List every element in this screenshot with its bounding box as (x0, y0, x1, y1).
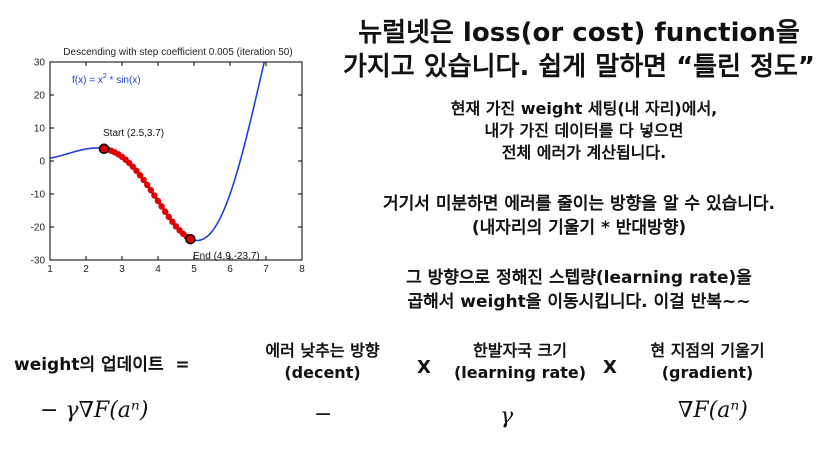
paragraph-3-line-1: 그 방향으로 정해진 스텝량(learning rate)을 (406, 268, 752, 288)
end-label: End (4.9,-23.7) (193, 251, 260, 262)
paragraph-2-line-1: 거기서 미분하면 에러를 줄이는 방향을 알 수 있습니다. (383, 194, 775, 214)
descent-point (165, 213, 172, 221)
paragraph-1-line-3: 전체 에러가 계산됩니다. (501, 143, 667, 162)
descent-point (144, 181, 151, 189)
math-gamma: γ (500, 404, 514, 429)
y-tick-label: -10 (31, 190, 46, 201)
math-gradient: ∇F(aⁿ) (678, 398, 748, 423)
plot-frame (49, 61, 303, 261)
x-tick-label: 4 (155, 264, 161, 275)
update-label: weight의 업데이트 = (14, 355, 190, 375)
y-tick-label: -20 (31, 223, 46, 234)
descent-point (151, 192, 158, 199)
x-tick-label: 3 (119, 264, 125, 275)
title-line-2: 가지고 있습니다. 쉽게 말하면 “틀린 정도” (342, 52, 816, 82)
times-sign-1: X (417, 357, 431, 378)
term-step-line-1: 한발자국 크기 (473, 341, 567, 360)
formula-label: f(x) = x2 * sin(x) (72, 73, 141, 86)
gradient-descent-plot: Descending with step coefficient 0.005 (… (31, 47, 306, 275)
plot-title: Descending with step coefficient 0.005 (… (63, 47, 292, 58)
x-tick-label: 2 (83, 264, 89, 275)
x-tick-label: 8 (299, 264, 305, 275)
term-step-line-2: (learning rate) (453, 363, 587, 382)
y-tick-label: 10 (34, 124, 46, 135)
paragraph-1: 현재 가진 weight 세팅(내 자리)에서, 내가 가진 데이터를 다 넣으… (360, 98, 808, 164)
descent-point (154, 197, 162, 205)
paragraph-3: 그 방향으로 정해진 스텝량(learning rate)을 곱해서 weigh… (318, 266, 840, 314)
paragraph-3-line-2: 곱해서 weight을 이동시킵니다. 이걸 반복~~ (407, 292, 751, 312)
paragraph-2: 거기서 미분하면 에러를 줄이는 방향을 알 수 있습니다. (내자리의 기울기… (318, 192, 840, 240)
term-gradient-line-2: (gradient) (661, 363, 754, 382)
descent-point (140, 176, 147, 184)
end-point (185, 233, 196, 245)
descent-point (162, 208, 169, 215)
title-line-1: 뉴럴넷은 loss(or cost) function을 (358, 18, 800, 48)
math-full-expression: − γ∇F(aⁿ) (40, 398, 149, 423)
update-term-direction: 에러 낮추는 방향 (decent) (240, 340, 405, 384)
start-label: Start (2.5,3.7) (103, 128, 164, 139)
descent-point (136, 171, 144, 179)
paragraph-1-line-1: 현재 가진 weight 세팅(내 자리)에서, (450, 99, 718, 118)
paragraph-2-line-2: (내자리의 기울기 * 반대방향) (471, 218, 687, 238)
title: 뉴럴넷은 loss(or cost) function을 가지고 있습니다. 쉽… (318, 16, 840, 84)
x-tick-label: 5 (191, 264, 197, 275)
y-tick-label: 0 (39, 157, 45, 168)
x-tick-label: 1 (47, 264, 53, 275)
x-tick-label: 7 (263, 264, 269, 275)
term-direction-line-1: 에러 낮추는 방향 (265, 341, 380, 360)
y-tick-label: -30 (31, 256, 46, 267)
math-minus: − (314, 402, 333, 427)
term-direction-line-2: (decent) (284, 363, 361, 382)
term-gradient-line-1: 현 지점의 기울기 (650, 341, 765, 360)
descent-point (133, 167, 140, 174)
y-tick-label: 20 (34, 91, 46, 102)
update-term-step: 한발자국 크기 (learning rate) (440, 340, 600, 384)
y-tick-label: 30 (34, 58, 46, 69)
times-sign-2: X (603, 357, 617, 378)
paragraph-1-line-2: 내가 가진 데이터를 다 넣으면 (484, 121, 684, 140)
descent-point (169, 218, 176, 225)
start-point (98, 143, 110, 155)
x-tick-label: 6 (227, 264, 233, 275)
update-term-gradient: 현 지점의 기울기 (gradient) (625, 340, 790, 384)
descent-point (158, 203, 165, 210)
descent-point (147, 186, 154, 194)
